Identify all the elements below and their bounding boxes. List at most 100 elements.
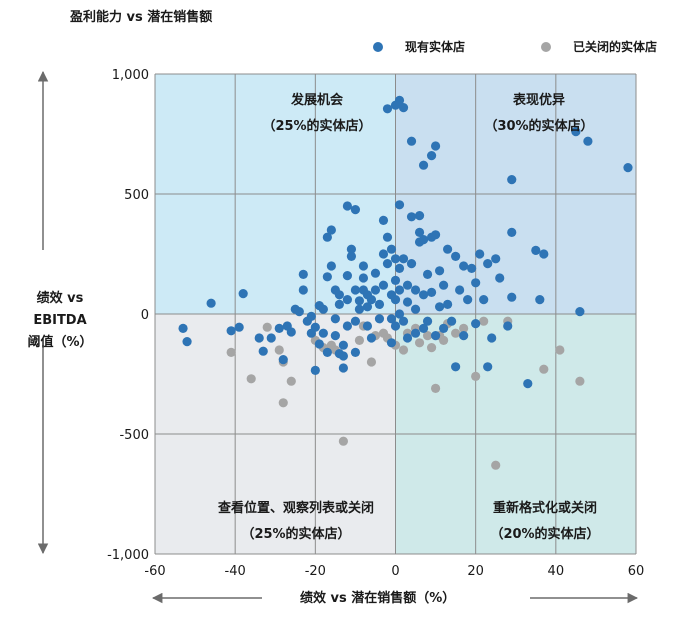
- data-point-existing: [330, 314, 340, 324]
- data-point-closed: [422, 331, 433, 341]
- data-point-existing: [447, 316, 457, 326]
- data-point-closed: [262, 322, 272, 332]
- data-point-existing: [310, 322, 320, 332]
- data-point-existing: [394, 285, 405, 295]
- data-point-existing: [254, 333, 264, 343]
- legend-marker-closed: [541, 41, 551, 52]
- data-point-existing: [354, 304, 365, 314]
- data-point-closed: [398, 345, 409, 355]
- y-axis-title: 绩效 vs EBITDA 阈值（%）: [10, 288, 110, 354]
- data-point-closed: [338, 436, 348, 446]
- data-point-existing: [426, 151, 437, 161]
- quadrant-top-left-share: （25%的实体店）: [262, 119, 372, 134]
- data-point-existing: [503, 321, 513, 331]
- data-point-existing: [451, 251, 461, 261]
- data-point-existing: [390, 275, 401, 285]
- data-point-closed: [539, 364, 549, 374]
- data-point-existing: [314, 339, 324, 349]
- data-point-existing: [418, 235, 429, 245]
- data-point-existing: [394, 95, 405, 105]
- data-point-existing: [226, 326, 236, 336]
- y-tick-label: -500: [119, 428, 149, 443]
- quadrant-bottom-left-share: （25%的实体店）: [241, 527, 351, 542]
- data-point-existing: [523, 379, 533, 389]
- data-point-existing: [434, 302, 445, 312]
- data-point-existing: [402, 333, 413, 343]
- data-point-existing: [362, 302, 373, 312]
- data-point-closed: [354, 335, 365, 345]
- data-point-closed: [459, 323, 469, 333]
- y-tick-label: -1,000: [107, 548, 149, 563]
- y-axis-title-line1: 绩效 vs EBITDA: [33, 291, 87, 328]
- data-point-existing: [322, 232, 332, 242]
- legend-label-closed: 已关闭的实体店: [573, 40, 658, 54]
- data-point-existing: [298, 285, 308, 295]
- data-point-existing: [370, 268, 381, 278]
- data-point-existing: [426, 287, 437, 297]
- data-point-existing: [330, 331, 340, 341]
- data-point-existing: [342, 321, 352, 331]
- x-tick-label: 40: [548, 564, 565, 579]
- data-point-existing: [350, 285, 361, 295]
- data-point-existing: [378, 249, 389, 259]
- data-point-existing: [406, 136, 417, 146]
- data-point-existing: [394, 309, 405, 319]
- data-point-existing: [390, 295, 401, 305]
- data-point-existing: [410, 285, 421, 295]
- data-point-closed: [439, 335, 449, 345]
- data-point-existing: [318, 304, 328, 314]
- data-point-closed: [471, 371, 481, 381]
- data-point-closed: [246, 374, 256, 384]
- data-point-existing: [358, 261, 369, 271]
- data-point-existing: [338, 351, 348, 361]
- data-point-existing: [390, 321, 401, 331]
- data-point-existing: [571, 127, 581, 137]
- data-point-existing: [306, 311, 316, 321]
- quadrant-label-bottom-right: 重新格式化或关闭 （20%的实体店）: [435, 496, 655, 548]
- data-point-existing: [451, 362, 461, 372]
- y-tick-label: 1,000: [112, 68, 149, 83]
- data-point-existing: [402, 280, 413, 290]
- quadrant-bottom-right-share: （20%的实体店）: [490, 527, 600, 542]
- data-point-existing: [398, 103, 409, 113]
- data-point-existing: [463, 295, 473, 305]
- data-point-existing: [467, 263, 477, 273]
- data-point-existing: [507, 227, 517, 237]
- data-point-existing: [374, 299, 385, 309]
- data-point-existing: [414, 211, 425, 221]
- legend-item-closed: 已关闭的实体店: [541, 38, 657, 55]
- data-point-existing: [483, 259, 493, 269]
- data-point-existing: [386, 314, 397, 324]
- data-point-closed: [479, 316, 489, 326]
- data-point-existing: [406, 259, 417, 269]
- data-point-closed: [491, 460, 501, 470]
- data-point-existing: [390, 254, 401, 264]
- data-point-existing: [459, 331, 469, 341]
- data-point-existing: [182, 337, 192, 347]
- data-point-existing: [439, 280, 449, 290]
- data-point-existing: [394, 263, 405, 273]
- data-point-existing: [346, 251, 357, 261]
- data-point-closed: [451, 328, 461, 338]
- data-point-existing: [430, 141, 441, 151]
- data-point-existing: [382, 232, 393, 242]
- data-point-existing: [507, 175, 517, 185]
- data-point-existing: [483, 362, 493, 372]
- data-point-closed: [555, 345, 565, 355]
- data-point-existing: [531, 245, 541, 255]
- chart-title: 盈利能力 vs 潜在销售额: [70, 10, 213, 25]
- data-point-existing: [334, 290, 344, 300]
- data-point-existing: [362, 321, 373, 331]
- data-point-existing: [455, 285, 465, 295]
- data-point-existing: [434, 266, 445, 276]
- data-point-existing: [495, 273, 505, 283]
- data-point-closed: [226, 347, 236, 357]
- x-axis-title: 绩效 vs 潜在销售额（%）: [300, 591, 456, 606]
- data-point-existing: [366, 295, 377, 305]
- data-point-existing: [178, 323, 188, 333]
- data-point-existing: [459, 261, 469, 271]
- data-point-existing: [394, 200, 405, 210]
- x-tick-label: -60: [144, 564, 165, 579]
- data-point-existing: [358, 273, 369, 283]
- data-point-existing: [338, 340, 348, 350]
